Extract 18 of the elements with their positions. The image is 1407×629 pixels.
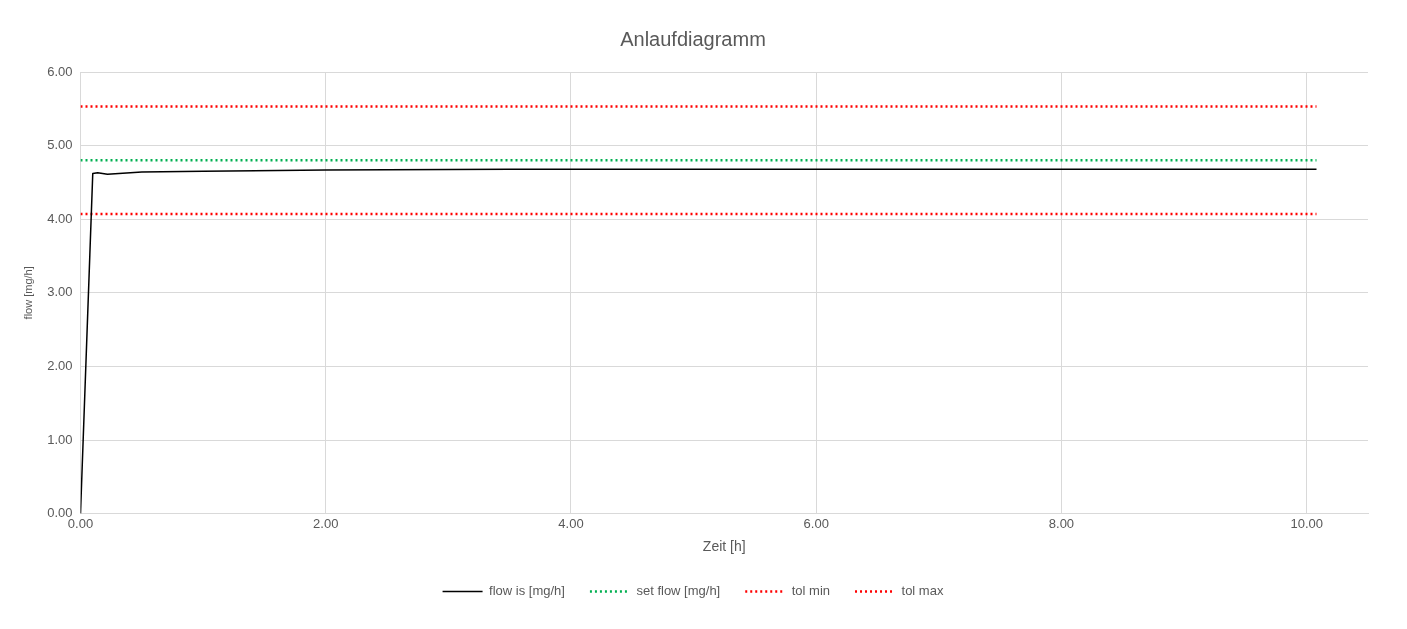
x-tick-label: 10.00	[1290, 515, 1323, 531]
x-axis-title: Zeit [h]	[702, 538, 746, 555]
y-axis-title: flow [mg/h]	[21, 266, 34, 320]
y-tick-label: 4.00	[47, 210, 73, 226]
x-tick-label: 4.00	[558, 515, 584, 531]
chart-title: Anlaufdiagramm	[620, 27, 766, 50]
legend-label: flow is [mg/h]	[489, 583, 565, 599]
y-tick-label: 2.00	[47, 357, 73, 373]
x-tick-label: 8.00	[1048, 515, 1075, 531]
y-tick-label: 1.00	[47, 431, 73, 447]
y-tick-label: 3.00	[47, 284, 73, 300]
x-tick-label: 6.00	[803, 515, 829, 531]
legend-label: tol max	[901, 583, 944, 599]
y-tick-label: 5.00	[47, 137, 73, 153]
y-tick-label: 6.00	[47, 63, 73, 79]
x-tick-label: 2.00	[313, 515, 339, 531]
legend-label: set flow [mg/h]	[636, 583, 721, 599]
legend-label: tol min	[791, 583, 831, 599]
